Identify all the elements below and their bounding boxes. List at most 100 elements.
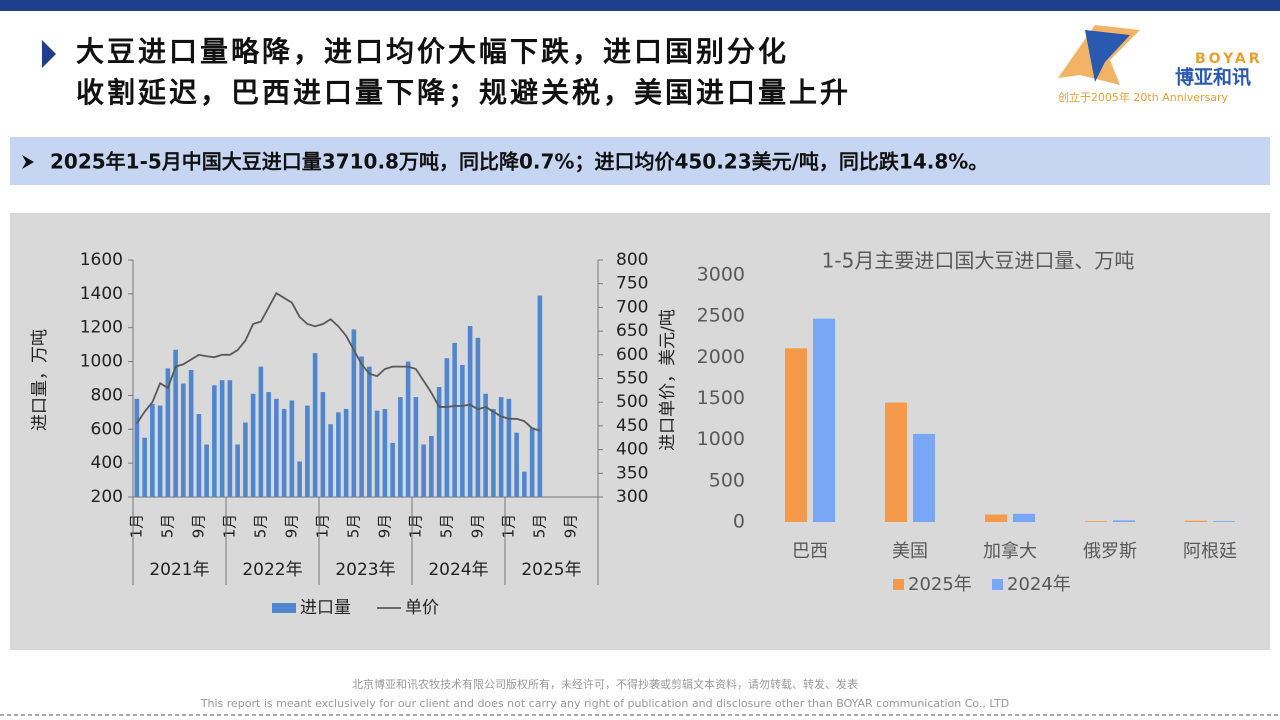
- bar: [467, 326, 473, 497]
- x-tick-label: 5月: [530, 514, 548, 539]
- bar: [142, 437, 147, 497]
- bar: [343, 408, 349, 497]
- y-tick-label: 2000: [697, 346, 745, 368]
- group-label: 2025年: [521, 560, 581, 580]
- bar: [498, 397, 504, 497]
- x-tick-label: 9月: [189, 514, 207, 539]
- y2-tick-label: 400: [616, 440, 648, 460]
- bar: [188, 370, 194, 497]
- bar: [390, 442, 395, 497]
- x-tick-label: 1月: [127, 514, 145, 539]
- bar: [514, 432, 519, 497]
- group-label: 2023年: [335, 560, 395, 580]
- bar: [351, 329, 357, 497]
- logo-name: 博亚和讯: [1175, 66, 1251, 89]
- bar: [421, 444, 426, 497]
- bullet: [22, 155, 34, 169]
- bar: [483, 393, 488, 497]
- bar: [266, 392, 271, 497]
- bar: [885, 402, 907, 522]
- bar: [522, 471, 527, 497]
- y-tick-label: 400: [91, 453, 123, 473]
- y-tick-label: 3000: [697, 264, 745, 286]
- x-tick-label: 阿根廷: [1183, 541, 1237, 562]
- bar: [320, 392, 326, 497]
- bar: [460, 364, 465, 497]
- bar: [1185, 520, 1207, 522]
- price-line: [136, 291, 541, 432]
- y2-tick-label: 650: [616, 321, 648, 341]
- bar: [235, 444, 240, 497]
- x-tick-label: 5月: [344, 514, 362, 539]
- y-tick-label: 1200: [80, 318, 123, 338]
- y2-tick-label: 750: [616, 274, 648, 294]
- legend-label: 单价: [405, 598, 439, 618]
- summary: 2025年1-5月中国大豆进口量3710.8万吨，同比降0.7%；进口均价450…: [50, 150, 988, 174]
- y2-tick-label: 700: [616, 297, 648, 317]
- bar: [367, 366, 372, 497]
- bar: [289, 400, 295, 497]
- logo-tagline: 创立于2005年 20th Anniversary: [1058, 90, 1229, 104]
- bar: [475, 337, 481, 497]
- x-tick-label: 巴西: [792, 541, 828, 562]
- bar: [258, 366, 264, 497]
- y-tick-label: 600: [91, 419, 123, 439]
- y2-tick-label: 500: [616, 392, 648, 412]
- x-tick-label: 1月: [406, 514, 424, 539]
- footer-text: 北京博亚和讯农牧技术有限公司版权所有，未经许可，不得抄袭或剪辑文本资料，请勿转载…: [352, 677, 858, 691]
- bar: [274, 398, 279, 497]
- y2-tick-label: 600: [616, 345, 648, 365]
- title-line: 大豆进口量略降，进口均价大幅下跌，进口国别分化: [76, 35, 789, 68]
- bar: [813, 318, 835, 522]
- bar: [312, 353, 318, 497]
- x-tick-label: 9月: [468, 514, 486, 539]
- bar: [281, 408, 287, 497]
- bar: [1013, 513, 1035, 522]
- bar: [436, 386, 442, 497]
- x-tick-label: 加拿大: [983, 540, 1037, 562]
- bar: [506, 398, 512, 497]
- legend-label: 2024年: [1007, 574, 1071, 595]
- y-axis-title: 进口量，万吨: [30, 329, 50, 431]
- y2-tick-label: 450: [616, 416, 648, 436]
- top-bar: [0, 0, 1280, 11]
- y-tick-label: 0: [733, 511, 745, 533]
- y-tick-label: 1500: [697, 387, 745, 409]
- title-line: 收割延迟，巴西进口量下降；规避关税，美国进口量上升: [76, 76, 851, 109]
- y2-tick-label: 300: [616, 487, 648, 507]
- y-tick-label: 1600: [80, 250, 123, 270]
- bar: [359, 356, 364, 497]
- legend-symbol: [272, 603, 296, 613]
- x-tick-label: 1月: [220, 514, 238, 539]
- y-tick-label: 1000: [697, 428, 745, 450]
- footer-text: This report is meant exclusively for our…: [200, 697, 1009, 710]
- title-arrow: [42, 40, 56, 68]
- x-tick-label: 1月: [313, 514, 331, 539]
- legend-label: 2025年: [908, 574, 972, 595]
- bar: [452, 342, 457, 497]
- bar: [250, 393, 256, 497]
- bar: [157, 405, 163, 497]
- group-label: 2022年: [242, 560, 302, 580]
- bar: [134, 398, 140, 497]
- y2-axis-title: 进口单价，美元/吨: [658, 309, 678, 451]
- logo-shape: [1085, 30, 1130, 82]
- x-tick-label: 9月: [282, 514, 300, 539]
- bar: [212, 385, 217, 497]
- y-tick-label: 1400: [80, 284, 123, 304]
- group-label: 2024年: [428, 560, 488, 580]
- y2-tick-label: 800: [616, 250, 648, 270]
- bar: [1213, 521, 1235, 522]
- y-tick-label: 2500: [697, 305, 745, 327]
- legend-symbol: [992, 579, 1003, 590]
- y-tick-label: 1000: [80, 352, 123, 372]
- bar: [243, 422, 248, 497]
- x-tick-label: 5月: [158, 514, 176, 539]
- legend-symbol: [893, 579, 904, 590]
- bar: [405, 361, 411, 497]
- x-tick-label: 1月: [499, 514, 517, 539]
- bar: [985, 514, 1007, 522]
- chart-title: 1-5月主要进口国大豆进口量、万吨: [822, 249, 1135, 273]
- group-label: 2021年: [149, 560, 209, 580]
